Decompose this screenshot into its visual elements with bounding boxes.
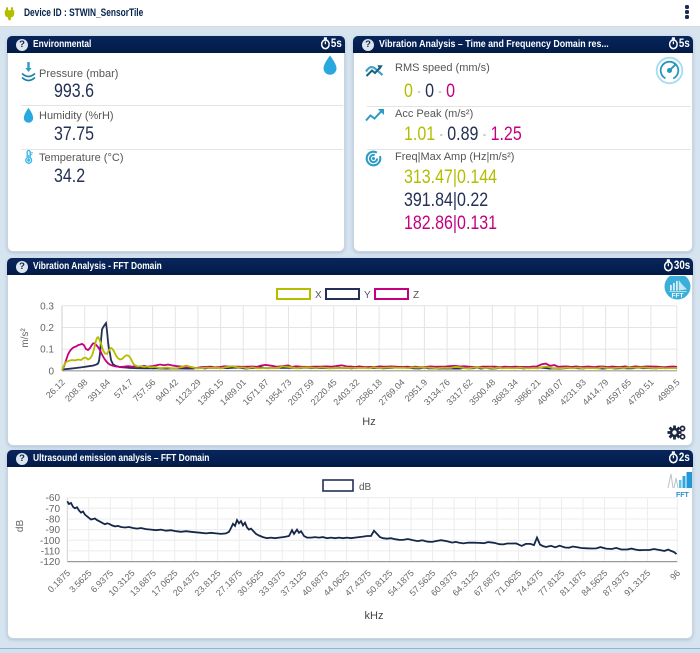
svg-text:0.3: 0.3 <box>40 301 54 312</box>
svg-text:FFT: FFT <box>672 293 684 300</box>
svg-text:Hz: Hz <box>362 416 375 428</box>
svg-text:-90: -90 <box>46 525 61 536</box>
svg-text:-110: -110 <box>41 546 61 557</box>
svg-text:96: 96 <box>668 568 682 582</box>
svg-text:dB: dB <box>359 482 372 493</box>
svg-text:-120: -120 <box>40 557 60 568</box>
svg-text:-80: -80 <box>46 515 61 526</box>
svg-text:391.84: 391.84 <box>86 377 113 404</box>
svg-text:-100: -100 <box>40 536 60 547</box>
svg-text:-60: -60 <box>46 493 61 504</box>
svg-text:dB: dB <box>15 520 26 533</box>
svg-text:757.56: 757.56 <box>131 377 158 404</box>
svg-text:Z: Z <box>413 290 419 301</box>
svg-text:FFT: FFT <box>676 492 690 499</box>
svg-text:Y: Y <box>364 290 371 301</box>
svg-text:208.98: 208.98 <box>63 377 90 404</box>
svg-text:0.1875: 0.1875 <box>46 568 73 595</box>
svg-text:X: X <box>315 290 322 301</box>
svg-text:0.1: 0.1 <box>40 345 54 356</box>
svg-text:4989.5: 4989.5 <box>655 377 682 404</box>
svg-text:m/s²: m/s² <box>20 328 31 348</box>
svg-text:3.5625: 3.5625 <box>67 568 94 595</box>
svg-text:0: 0 <box>48 366 54 377</box>
svg-text:kHz: kHz <box>365 610 384 622</box>
svg-text:-70: -70 <box>46 504 61 515</box>
svg-text:0.2: 0.2 <box>40 323 54 334</box>
